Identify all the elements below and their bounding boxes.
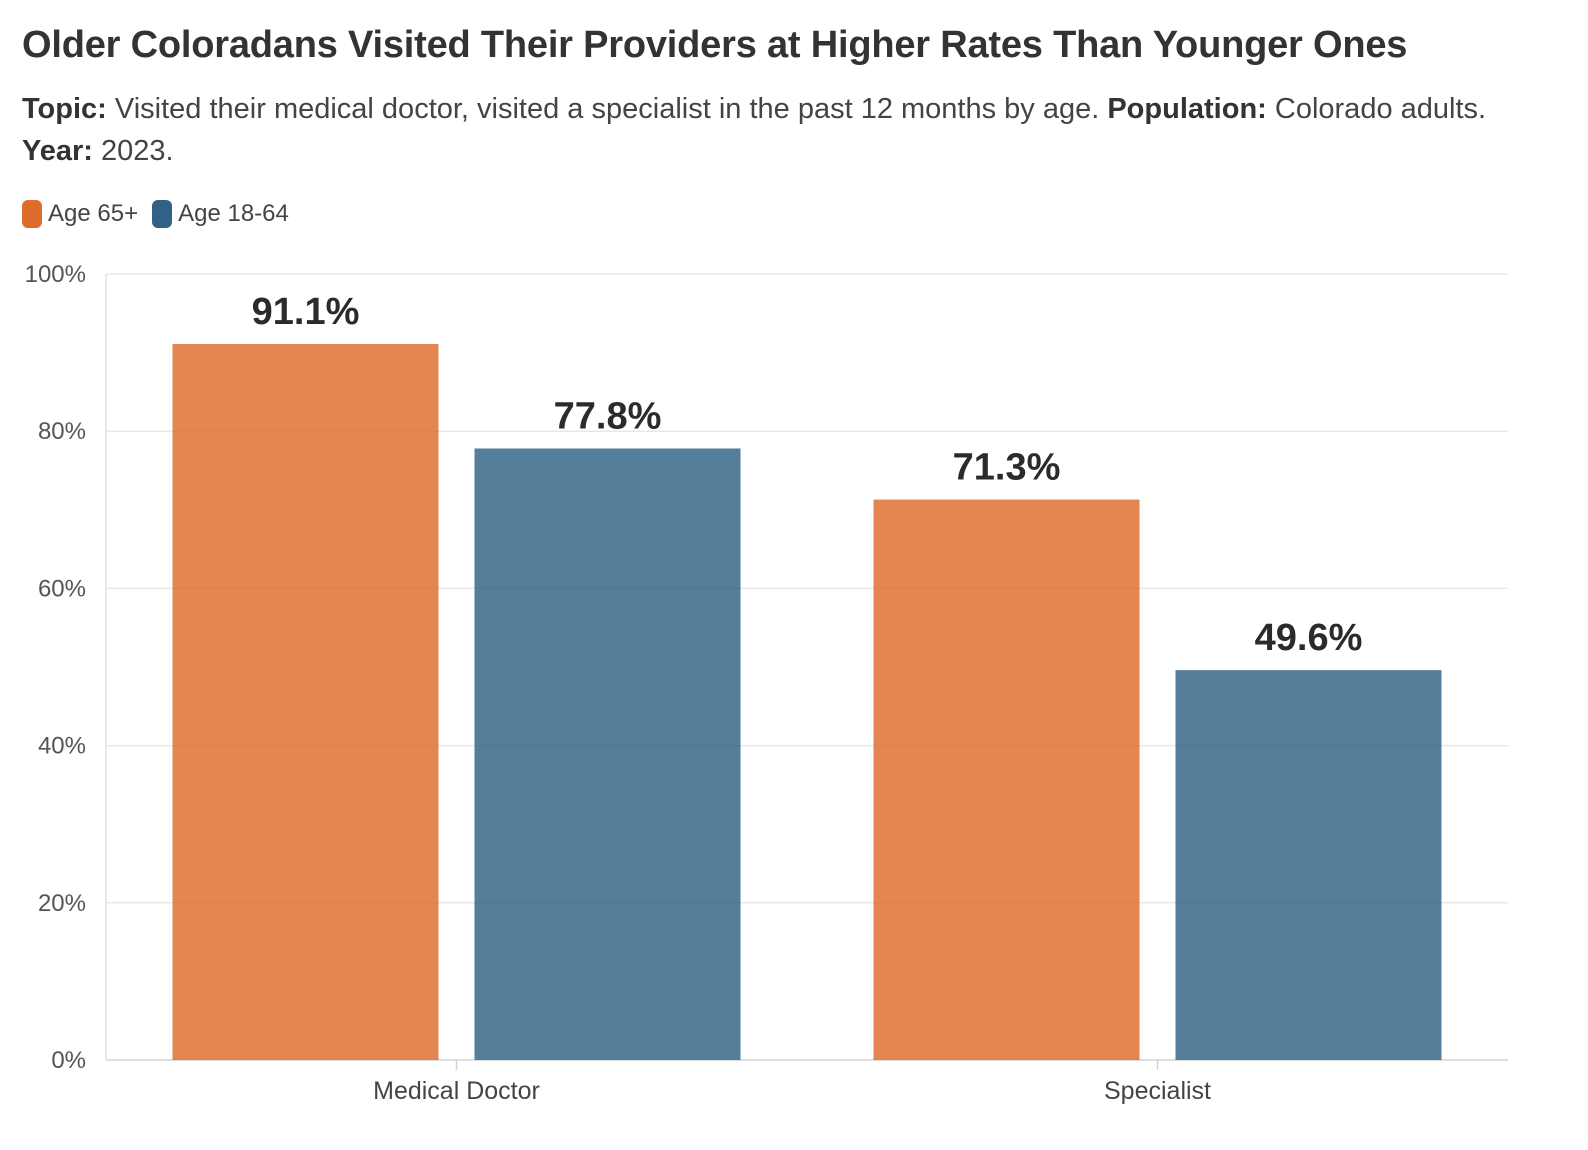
bar-specialist-age-65	[873, 499, 1140, 1060]
data-label-medical-doctor-age-18-64: 77.8%	[554, 395, 662, 437]
x-tick-label-specialist: Specialist	[1104, 1077, 1211, 1105]
data-label-medical-doctor-age-65: 91.1%	[252, 291, 360, 333]
data-label-specialist-age-65: 71.3%	[953, 447, 1061, 489]
y-tick-label-20: 20%	[38, 890, 86, 917]
chart-subtitle: Topic: Visited their medical doctor, vis…	[22, 88, 1542, 172]
y-tick-label-100: 100%	[25, 261, 86, 288]
bar-medical-doctor-age-65	[172, 343, 439, 1061]
bar-medical-doctor-age-18-64	[474, 448, 741, 1060]
year-label: Year:	[22, 135, 93, 167]
y-tick-label-80: 80%	[38, 418, 86, 445]
topic-label: Topic:	[22, 93, 107, 125]
legend-label-age-65-plus: Age 65+	[48, 200, 139, 227]
legend-item-age-18-64[interactable]: Age 18-64	[152, 200, 289, 228]
legend-item-age-65-plus[interactable]: Age 65+	[22, 200, 138, 228]
data-label-specialist-age-18-64: 49.6%	[1255, 617, 1363, 659]
legend-label-age-18-64: Age 18-64	[178, 200, 289, 227]
population-text: Colorado adults.	[1266, 93, 1487, 125]
bar-chart: 0% 20% 40% 60% 80% 100% Medical Doctor 91.1% 77.…	[25, 261, 1508, 1105]
legend-swatch-age-65-plus	[22, 200, 42, 228]
topic-text: Visited their medical doctor, visited a …	[106, 93, 1108, 125]
legend-swatch-age-18-64	[152, 200, 173, 228]
x-tick-label-medical-doctor: Medical Doctor	[373, 1077, 540, 1105]
y-tick-label-60: 60%	[38, 575, 86, 602]
y-tick-label-40: 40%	[38, 733, 86, 760]
population-label: Population:	[1107, 93, 1267, 125]
bar-specialist-age-18-64	[1175, 670, 1442, 1060]
chart-legend: Age 65+ Age 18-64	[22, 198, 303, 230]
y-tick-label-0: 0%	[51, 1047, 86, 1074]
year-text: 2023.	[92, 135, 174, 167]
chart-title: Older Coloradans Visited Their Providers…	[22, 24, 1408, 66]
